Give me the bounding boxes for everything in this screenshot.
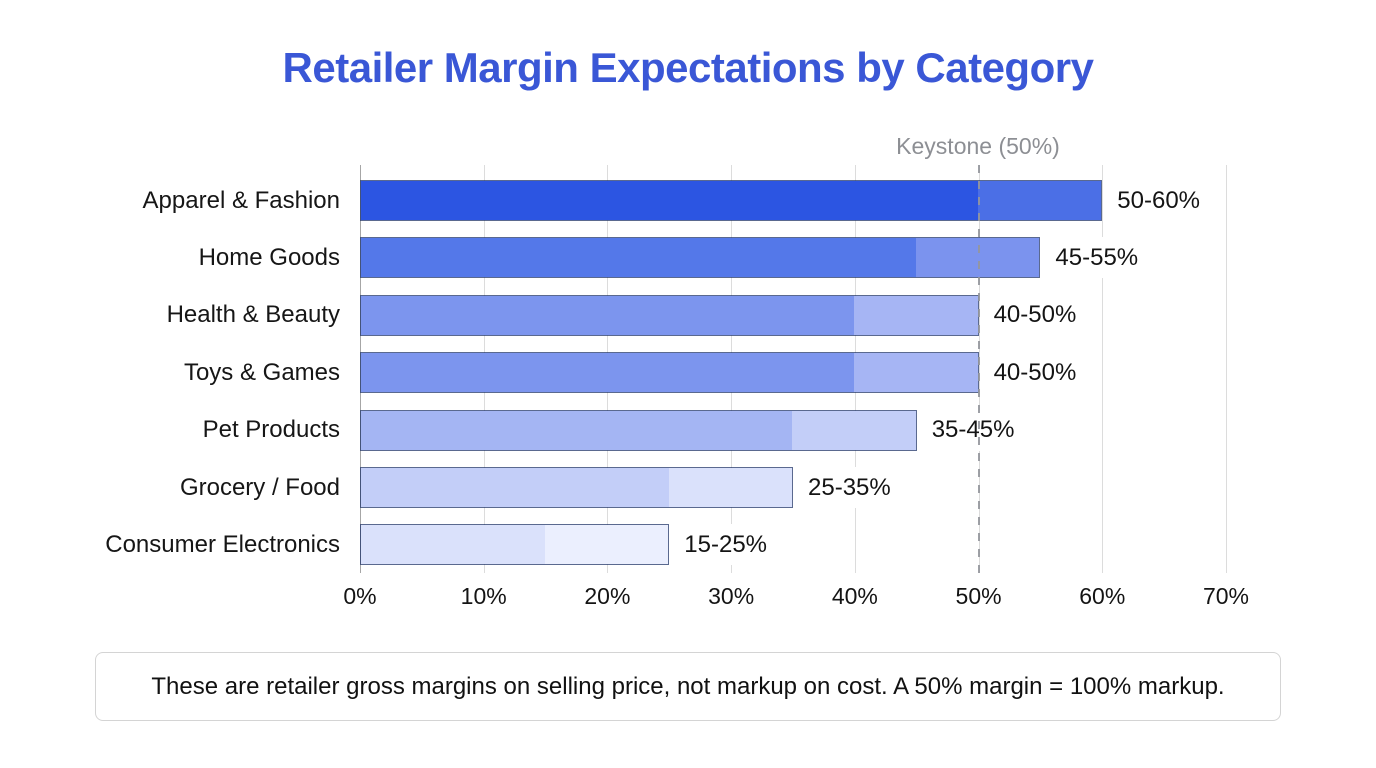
range-bar: [360, 237, 1041, 279]
bar-value-label: 45-55%: [1053, 237, 1141, 279]
range-bar: [360, 409, 917, 451]
bar-value-label: 25-35%: [806, 467, 893, 508]
keystone-dashed-line: [977, 165, 980, 573]
bar-row: 25-35%: [360, 467, 1226, 508]
bar-segment-low: [361, 410, 793, 450]
footnote-text: These are retailer gross margins on sell…: [151, 672, 1225, 700]
x-tick-label: 40%: [831, 583, 878, 609]
bar-value-label: 40-50%: [991, 294, 1079, 336]
bar-value-label: 50-60%: [1115, 180, 1203, 221]
bar-segment-low: [361, 468, 669, 507]
x-tick-label: 60%: [1079, 583, 1126, 609]
footnote-box: These are retailer gross margins on sell…: [95, 652, 1281, 721]
bar-segment-low: [361, 295, 855, 335]
bar-chart-plot-area: 50-60% 45-55% 40-50% 40-50% 35-45% 25-35% 15-2…: [360, 165, 1227, 573]
category-label: Home Goods: [198, 243, 340, 271]
range-bar: [360, 352, 979, 394]
bar-segment-low: [361, 238, 917, 278]
page-title: Retailer Margin Expectations by Category: [282, 44, 1094, 91]
x-tick-label: 0%: [343, 583, 377, 609]
bar-segment-range: [792, 410, 916, 450]
gridline: [1102, 165, 1104, 573]
bar-segment-range: [668, 468, 792, 507]
bar-segment-low: [361, 181, 978, 220]
x-tick-label: 10%: [460, 583, 507, 609]
category-label: Toys & Games: [183, 358, 340, 386]
bar-row: 40-50%: [360, 352, 1226, 394]
category-label: Pet Products: [202, 416, 340, 444]
bar-segment-low: [361, 353, 855, 393]
range-bar: [360, 467, 793, 508]
range-bar: [360, 180, 1103, 221]
category-label: Consumer Electronics: [105, 530, 340, 558]
bar-row: 35-45%: [360, 409, 1226, 451]
x-tick-label: 50%: [955, 583, 1002, 609]
bar-value-label: 35-45%: [929, 409, 1017, 451]
bar-value-label: 15-25%: [682, 524, 770, 566]
bar-segment-range: [977, 181, 1102, 220]
bar-segment-range: [854, 353, 978, 393]
category-label: Apparel & Fashion: [142, 186, 340, 214]
gridline: [1226, 165, 1227, 573]
bar-segment-range: [545, 525, 669, 565]
bar-row: 50-60%: [360, 180, 1226, 221]
category-label: Health & Beauty: [166, 301, 340, 329]
keystone-annotation-label: Keystone (50%): [896, 133, 1060, 159]
bar-row: 40-50%: [360, 294, 1226, 336]
bar-row: 45-55%: [360, 237, 1226, 279]
range-bar: [360, 294, 979, 336]
range-bar: [360, 524, 670, 566]
x-tick-label: 20%: [584, 583, 631, 609]
x-tick-label: 30%: [708, 583, 755, 609]
bar-value-label: 40-50%: [991, 352, 1079, 394]
bar-segment-range: [854, 295, 978, 335]
category-label: Grocery / Food: [179, 473, 340, 501]
bar-segment-low: [361, 525, 546, 565]
bar-row: 15-25%: [360, 524, 1226, 566]
x-tick-label: 70%: [1202, 583, 1250, 609]
